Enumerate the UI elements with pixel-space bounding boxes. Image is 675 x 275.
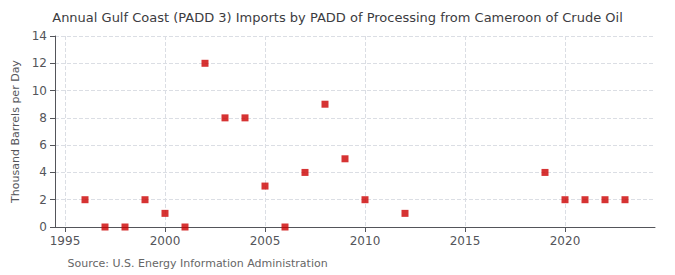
svg-text:1995: 1995	[50, 234, 81, 248]
svg-text:2005: 2005	[250, 234, 281, 248]
svg-text:0: 0	[39, 220, 47, 234]
svg-text:Source: U.S. Energy Informatio: Source: U.S. Energy Information Administ…	[68, 257, 328, 270]
svg-text:12: 12	[32, 56, 47, 70]
svg-text:4: 4	[39, 165, 47, 179]
svg-text:Thousand Barrels per Day: Thousand Barrels per Day	[9, 60, 22, 204]
svg-text:2010: 2010	[350, 234, 381, 248]
svg-text:2020: 2020	[550, 234, 581, 248]
svg-text:10: 10	[32, 84, 47, 98]
svg-text:2015: 2015	[450, 234, 481, 248]
svg-text:14: 14	[32, 29, 47, 43]
svg-text:6: 6	[39, 138, 47, 152]
svg-text:Annual Gulf Coast (PADD 3) Imp: Annual Gulf Coast (PADD 3) Imports by PA…	[52, 10, 623, 25]
svg-text:8: 8	[39, 111, 47, 125]
svg-text:2000: 2000	[150, 234, 181, 248]
svg-text:2: 2	[39, 193, 47, 207]
